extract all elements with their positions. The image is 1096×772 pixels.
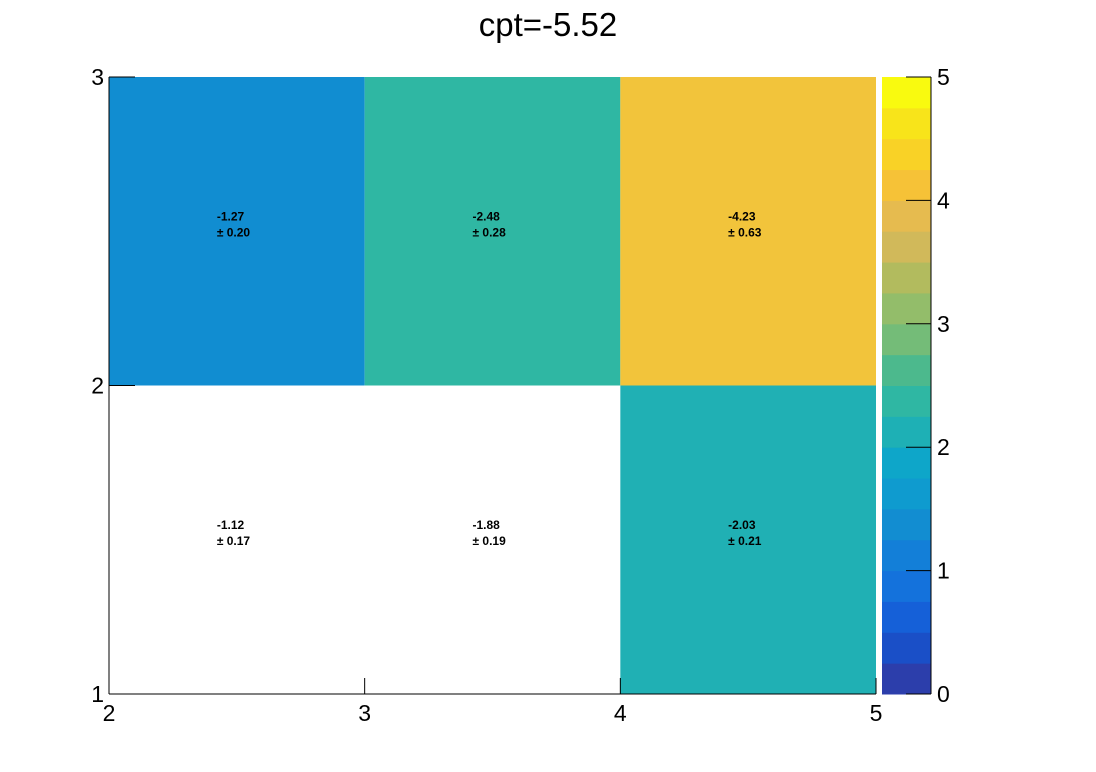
heatmap-cell — [364, 385, 621, 694]
cell-value-label: -4.23 — [728, 209, 756, 223]
colorbar-segment — [882, 262, 931, 294]
colorbar-segment — [882, 508, 931, 541]
x-tick-label: 2 — [103, 700, 116, 726]
heatmap-cell — [109, 77, 365, 386]
y-tick-label: 1 — [91, 681, 104, 707]
heatmap-cells — [109, 77, 876, 694]
x-tick-label: 5 — [870, 700, 883, 726]
cell-error-label: ± 0.17 — [217, 534, 251, 548]
colorbar-segment — [882, 292, 931, 325]
colorbar-tick-label: 4 — [937, 187, 950, 213]
cell-value-label: -1.27 — [217, 209, 245, 223]
colorbar-tick-label: 1 — [937, 558, 950, 584]
heatmap-cell — [620, 77, 876, 386]
colorbar-segment — [882, 231, 931, 263]
cell-labels: -1.27 ± 0.20 -2.48 ± 0.28 -4.23 ± 0.63 -1.12 ± … — [217, 209, 762, 548]
cell-error-label: ± 0.19 — [473, 534, 507, 548]
colorbar-segment — [882, 539, 931, 572]
colorbar-segment — [882, 107, 931, 140]
cell-value-label: -2.03 — [728, 518, 756, 532]
cell-value-label: -2.48 — [473, 209, 501, 223]
colorbar-segment — [882, 354, 931, 386]
colorbar-segment — [882, 632, 931, 664]
heatmap-cell — [109, 385, 365, 694]
colorbar-segment — [882, 601, 931, 633]
cell-value-label: -1.12 — [217, 518, 245, 532]
colorbar-tick-label: 5 — [937, 64, 950, 90]
colorbar-segment — [882, 138, 931, 171]
colorbar-segment — [882, 323, 931, 356]
cell-error-label: ± 0.21 — [728, 534, 762, 548]
colorbar-segment — [882, 77, 931, 109]
cell-error-label: ± 0.28 — [473, 225, 507, 239]
color-bar: 0 1 2 3 4 5 — [882, 64, 950, 707]
colorbar-segment — [882, 663, 931, 695]
colorbar-tick-label: 3 — [937, 311, 950, 337]
colorbar-segment — [882, 200, 931, 232]
y-tick-label: 2 — [91, 373, 104, 399]
heatmap-cell — [620, 385, 876, 694]
colorbar-segment — [882, 570, 931, 602]
cell-value-label: -1.88 — [473, 518, 501, 532]
colorbar-segment — [882, 416, 931, 448]
colorbar-tick-label: 2 — [937, 434, 950, 460]
colorbar-segment — [882, 169, 931, 201]
colorbar-segment — [882, 447, 931, 479]
y-tick-label: 3 — [91, 64, 104, 90]
chart-title: cpt=-5.52 — [479, 6, 618, 43]
heatmap-cell — [364, 77, 621, 386]
x-tick-label: 4 — [614, 700, 627, 726]
cell-error-label: ± 0.20 — [217, 225, 251, 239]
colorbar-segment — [882, 478, 931, 510]
x-tick-label: 3 — [358, 700, 371, 726]
colorbar-tick-label: 0 — [937, 681, 950, 707]
colorbar-segment — [882, 385, 931, 417]
cell-error-label: ± 0.63 — [728, 225, 762, 239]
